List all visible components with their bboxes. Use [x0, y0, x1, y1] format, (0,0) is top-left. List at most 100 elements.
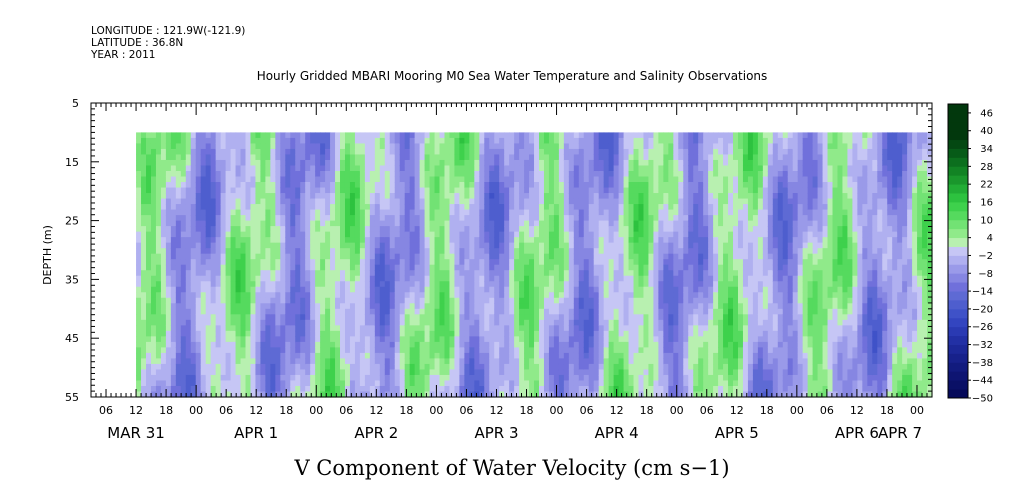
heatmap-cell	[245, 380, 252, 387]
heatmap-cell	[558, 347, 565, 354]
heatmap-cell	[424, 154, 431, 161]
heatmap-cell	[444, 204, 451, 211]
heatmap-cell	[379, 148, 386, 156]
heatmap-cell	[359, 380, 366, 387]
heatmap-cell	[623, 264, 630, 271]
heatmap-cell	[529, 325, 535, 332]
heatmap-cell	[146, 292, 152, 299]
heatmap-cell	[524, 374, 530, 382]
heatmap-cell	[414, 137, 421, 145]
heatmap-cell	[558, 220, 565, 227]
heatmap-cell	[200, 182, 207, 189]
heatmap-cell	[349, 303, 356, 310]
heatmap-cell	[295, 193, 301, 200]
heatmap-cell	[613, 297, 620, 304]
heatmap-cell	[205, 352, 212, 360]
heatmap-cell	[404, 275, 411, 282]
heatmap-cell	[558, 143, 565, 150]
heatmap-cell	[613, 286, 620, 293]
heatmap-cell	[354, 292, 361, 299]
heatmap-cell	[534, 226, 540, 233]
heatmap-cell	[499, 374, 505, 382]
heatmap-cell	[563, 132, 570, 139]
heatmap-cell	[553, 204, 560, 211]
heatmap-cell	[648, 176, 655, 183]
heatmap-cell	[185, 330, 192, 337]
heatmap-cell	[354, 204, 361, 211]
heatmap-cell	[568, 292, 575, 299]
heatmap-cell	[295, 385, 301, 393]
heatmap-cell	[369, 369, 376, 376]
heatmap-cell	[524, 253, 530, 260]
heatmap-cell	[240, 297, 247, 304]
heatmap-cell	[265, 143, 271, 150]
heatmap-cell	[399, 292, 406, 299]
heatmap-cell	[215, 198, 222, 205]
heatmap-cell	[389, 297, 396, 304]
heatmap-cell	[290, 259, 296, 266]
heatmap-cell	[479, 270, 485, 277]
heatmap-cell	[578, 347, 585, 354]
heatmap-cell	[593, 347, 600, 354]
heatmap-cell	[315, 259, 321, 266]
heatmap-cell	[290, 336, 296, 343]
heatmap-cell	[344, 198, 351, 205]
heatmap-cell	[534, 209, 540, 216]
heatmap-cell	[628, 209, 635, 216]
heatmap-cell	[539, 137, 545, 145]
heatmap-cell	[325, 380, 331, 387]
heatmap-cell	[494, 182, 500, 189]
heatmap-cell	[230, 176, 237, 183]
heatmap-cell	[195, 286, 202, 293]
heatmap-cell	[459, 358, 465, 365]
heatmap-cell	[210, 237, 217, 244]
heatmap-cell	[364, 303, 371, 310]
heatmap-cell	[175, 182, 182, 189]
heatmap-cell	[469, 385, 475, 393]
heatmap-cell	[643, 297, 650, 304]
heatmap-cell	[235, 264, 242, 271]
heatmap-cell	[568, 380, 575, 387]
heatmap-cell	[245, 248, 252, 255]
heatmap-cell	[434, 176, 441, 183]
heatmap-cell	[474, 341, 480, 348]
heatmap-cell	[514, 292, 520, 299]
heatmap-cell	[146, 193, 152, 200]
heatmap-cell	[369, 385, 376, 393]
heatmap-cell	[136, 275, 142, 282]
heatmap-cell	[330, 154, 336, 161]
heatmap-cell	[344, 132, 351, 139]
heatmap-cell	[419, 275, 426, 282]
heatmap-cell	[141, 259, 147, 266]
heatmap-cell	[489, 264, 495, 271]
heatmap-cell	[494, 314, 500, 321]
heatmap-cell	[200, 215, 207, 222]
heatmap-cell	[300, 352, 306, 360]
heatmap-cell	[200, 275, 207, 282]
heatmap-cell	[484, 143, 490, 150]
heatmap-cell	[210, 308, 217, 315]
heatmap-cell	[484, 148, 490, 156]
heatmap-cell	[534, 303, 540, 310]
heatmap-cell	[270, 385, 276, 393]
heatmap-cell	[474, 319, 480, 326]
heatmap-cell	[429, 187, 436, 194]
heatmap-cell	[539, 159, 545, 167]
heatmap-cell	[489, 352, 495, 360]
heatmap-cell	[310, 231, 316, 238]
heatmap-cell	[558, 358, 565, 365]
heatmap-cell	[454, 281, 460, 288]
heatmap-cell	[335, 363, 341, 371]
heatmap-cell	[623, 170, 630, 178]
heatmap-cell	[504, 281, 510, 288]
heatmap-cell	[529, 374, 535, 382]
heatmap-cell	[439, 182, 446, 189]
heatmap-cell	[245, 170, 252, 178]
heatmap-cell	[325, 330, 331, 337]
heatmap-cell	[474, 204, 480, 211]
heatmap-cell	[230, 297, 237, 304]
heatmap-cell	[573, 143, 580, 150]
heatmap-cell	[484, 352, 490, 360]
heatmap-cell	[195, 391, 202, 398]
heatmap-cell	[449, 319, 456, 326]
